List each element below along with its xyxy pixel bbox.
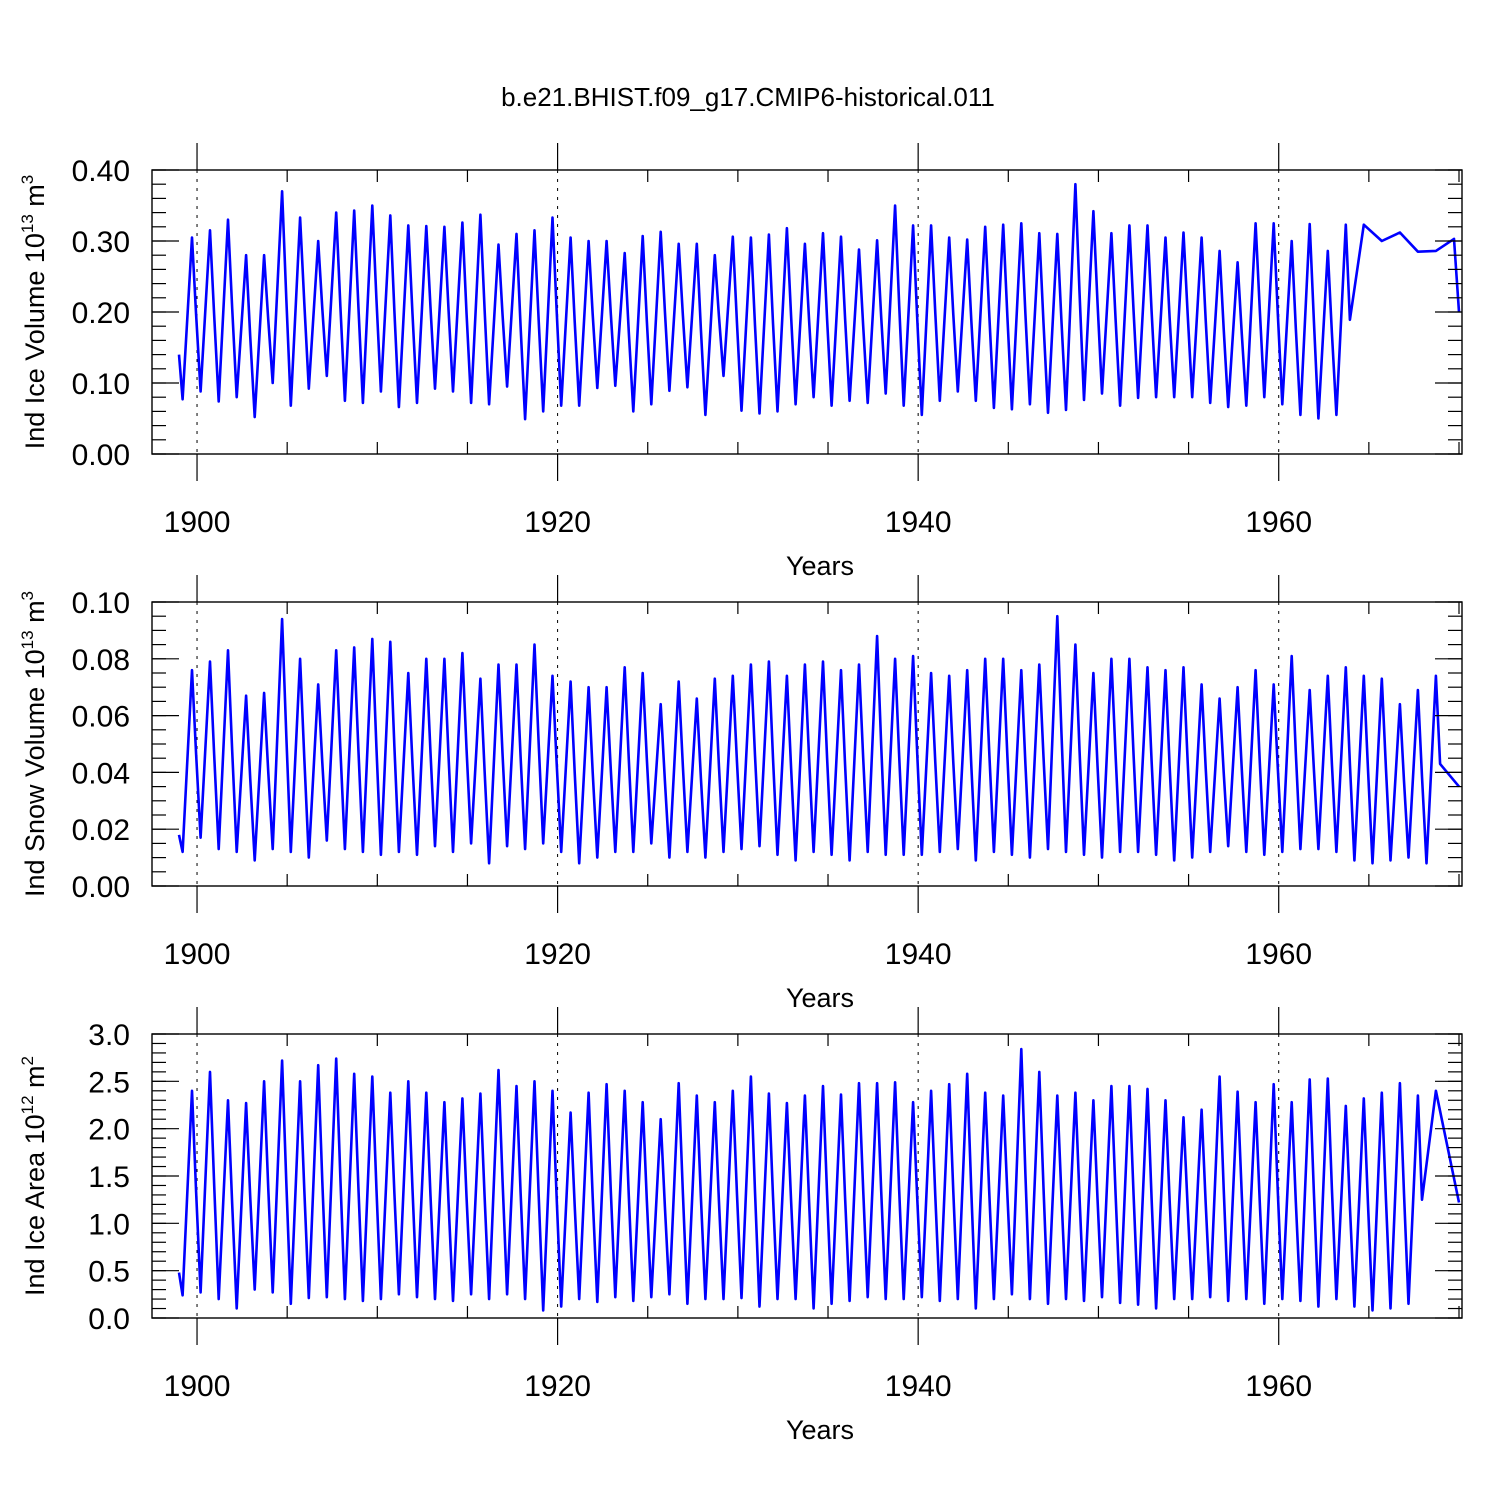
y-axis-label-unit-exponent: 2 (18, 1056, 37, 1065)
y-tick-label: 0.10 (72, 587, 130, 620)
x-tick-label: 1920 (524, 938, 591, 971)
x-tick-label: 1960 (1245, 1370, 1312, 1403)
y-axis-label: Ind Snow Volume 1013 m3 (18, 591, 50, 897)
y-tick-label: 1.0 (88, 1208, 130, 1241)
y-axis-label-unit-exponent: 3 (18, 591, 37, 600)
figure-title: b.e21.BHIST.f09_g17.CMIP6-historical.011 (501, 82, 995, 112)
y-axis-label: Ind Ice Area 1012 m2 (18, 1056, 50, 1296)
y-axis-label-main: Ind Ice Area 10 (20, 1114, 50, 1296)
y-tick-label: 1.5 (88, 1161, 130, 1194)
y-tick-label: 0.40 (72, 155, 130, 188)
x-tick-label: 1960 (1245, 506, 1312, 539)
x-axis-label: Years (786, 551, 854, 581)
series-line-snow-volume (177, 614, 1460, 865)
x-axis-label: Years (786, 1415, 854, 1445)
y-tick-label: 0.10 (72, 368, 130, 401)
y-tick-label: 0.02 (72, 814, 130, 847)
x-tick-label: 1920 (524, 506, 591, 539)
x-tick-label: 1940 (885, 1370, 952, 1403)
y-axis-label-unit: m (20, 600, 50, 630)
y-tick-label: 0.30 (72, 226, 130, 259)
y-axis-label-main: Ind Snow Volume 10 (20, 649, 50, 897)
x-axis-label: Years (786, 983, 854, 1013)
x-tick-label: 1960 (1245, 938, 1312, 971)
y-tick-label: 2.5 (88, 1066, 130, 1099)
y-axis-label-exponent: 13 (18, 214, 37, 233)
y-tick-label: 0.08 (72, 644, 130, 677)
y-tick-label: 0.20 (72, 297, 130, 330)
y-axis-label-exponent: 12 (18, 1095, 37, 1114)
y-axis-label-unit: m (20, 1065, 50, 1095)
y-axis-label-unit-exponent: 3 (18, 175, 37, 184)
y-axis-label-exponent: 13 (18, 630, 37, 649)
y-tick-label: 3.0 (88, 1019, 130, 1052)
x-tick-label: 1900 (164, 1370, 231, 1403)
y-tick-label: 0.0 (88, 1303, 130, 1336)
y-tick-label: 0.00 (72, 871, 130, 904)
y-tick-label: 0.04 (72, 757, 130, 790)
y-axis-label-main: Ind Ice Volume 10 (20, 233, 50, 449)
x-tick-label: 1920 (524, 1370, 591, 1403)
y-tick-label: 0.5 (88, 1256, 130, 1289)
y-axis-label: Ind Ice Volume 1013 m3 (18, 175, 50, 450)
y-tick-label: 0.00 (72, 439, 130, 472)
x-tick-label: 1900 (164, 938, 231, 971)
panel-ice-volume: 0.00 0.10 0.20 0.30 0.40 1900 1920 1940 1960 Year… (18, 143, 1463, 581)
series-line-ice-volume (177, 182, 1461, 421)
x-tick-label: 1900 (164, 506, 231, 539)
series-line-ice-area (177, 1047, 1461, 1312)
y-tick-label: 2.0 (88, 1114, 130, 1147)
y-tick-label: 0.06 (72, 701, 130, 734)
x-tick-label: 1940 (885, 506, 952, 539)
y-axis-label-unit: m (20, 184, 50, 214)
panel-snow-volume: 0.00 0.02 0.04 0.06 0.08 0.10 1900 1920 1940 1960… (18, 575, 1463, 1013)
x-tick-label: 1940 (885, 938, 952, 971)
panel-ice-area: 0.0 0.5 1.0 1.5 2.0 2.5 3.0 1900 1920 1940 1960 Yea… (18, 1007, 1463, 1445)
